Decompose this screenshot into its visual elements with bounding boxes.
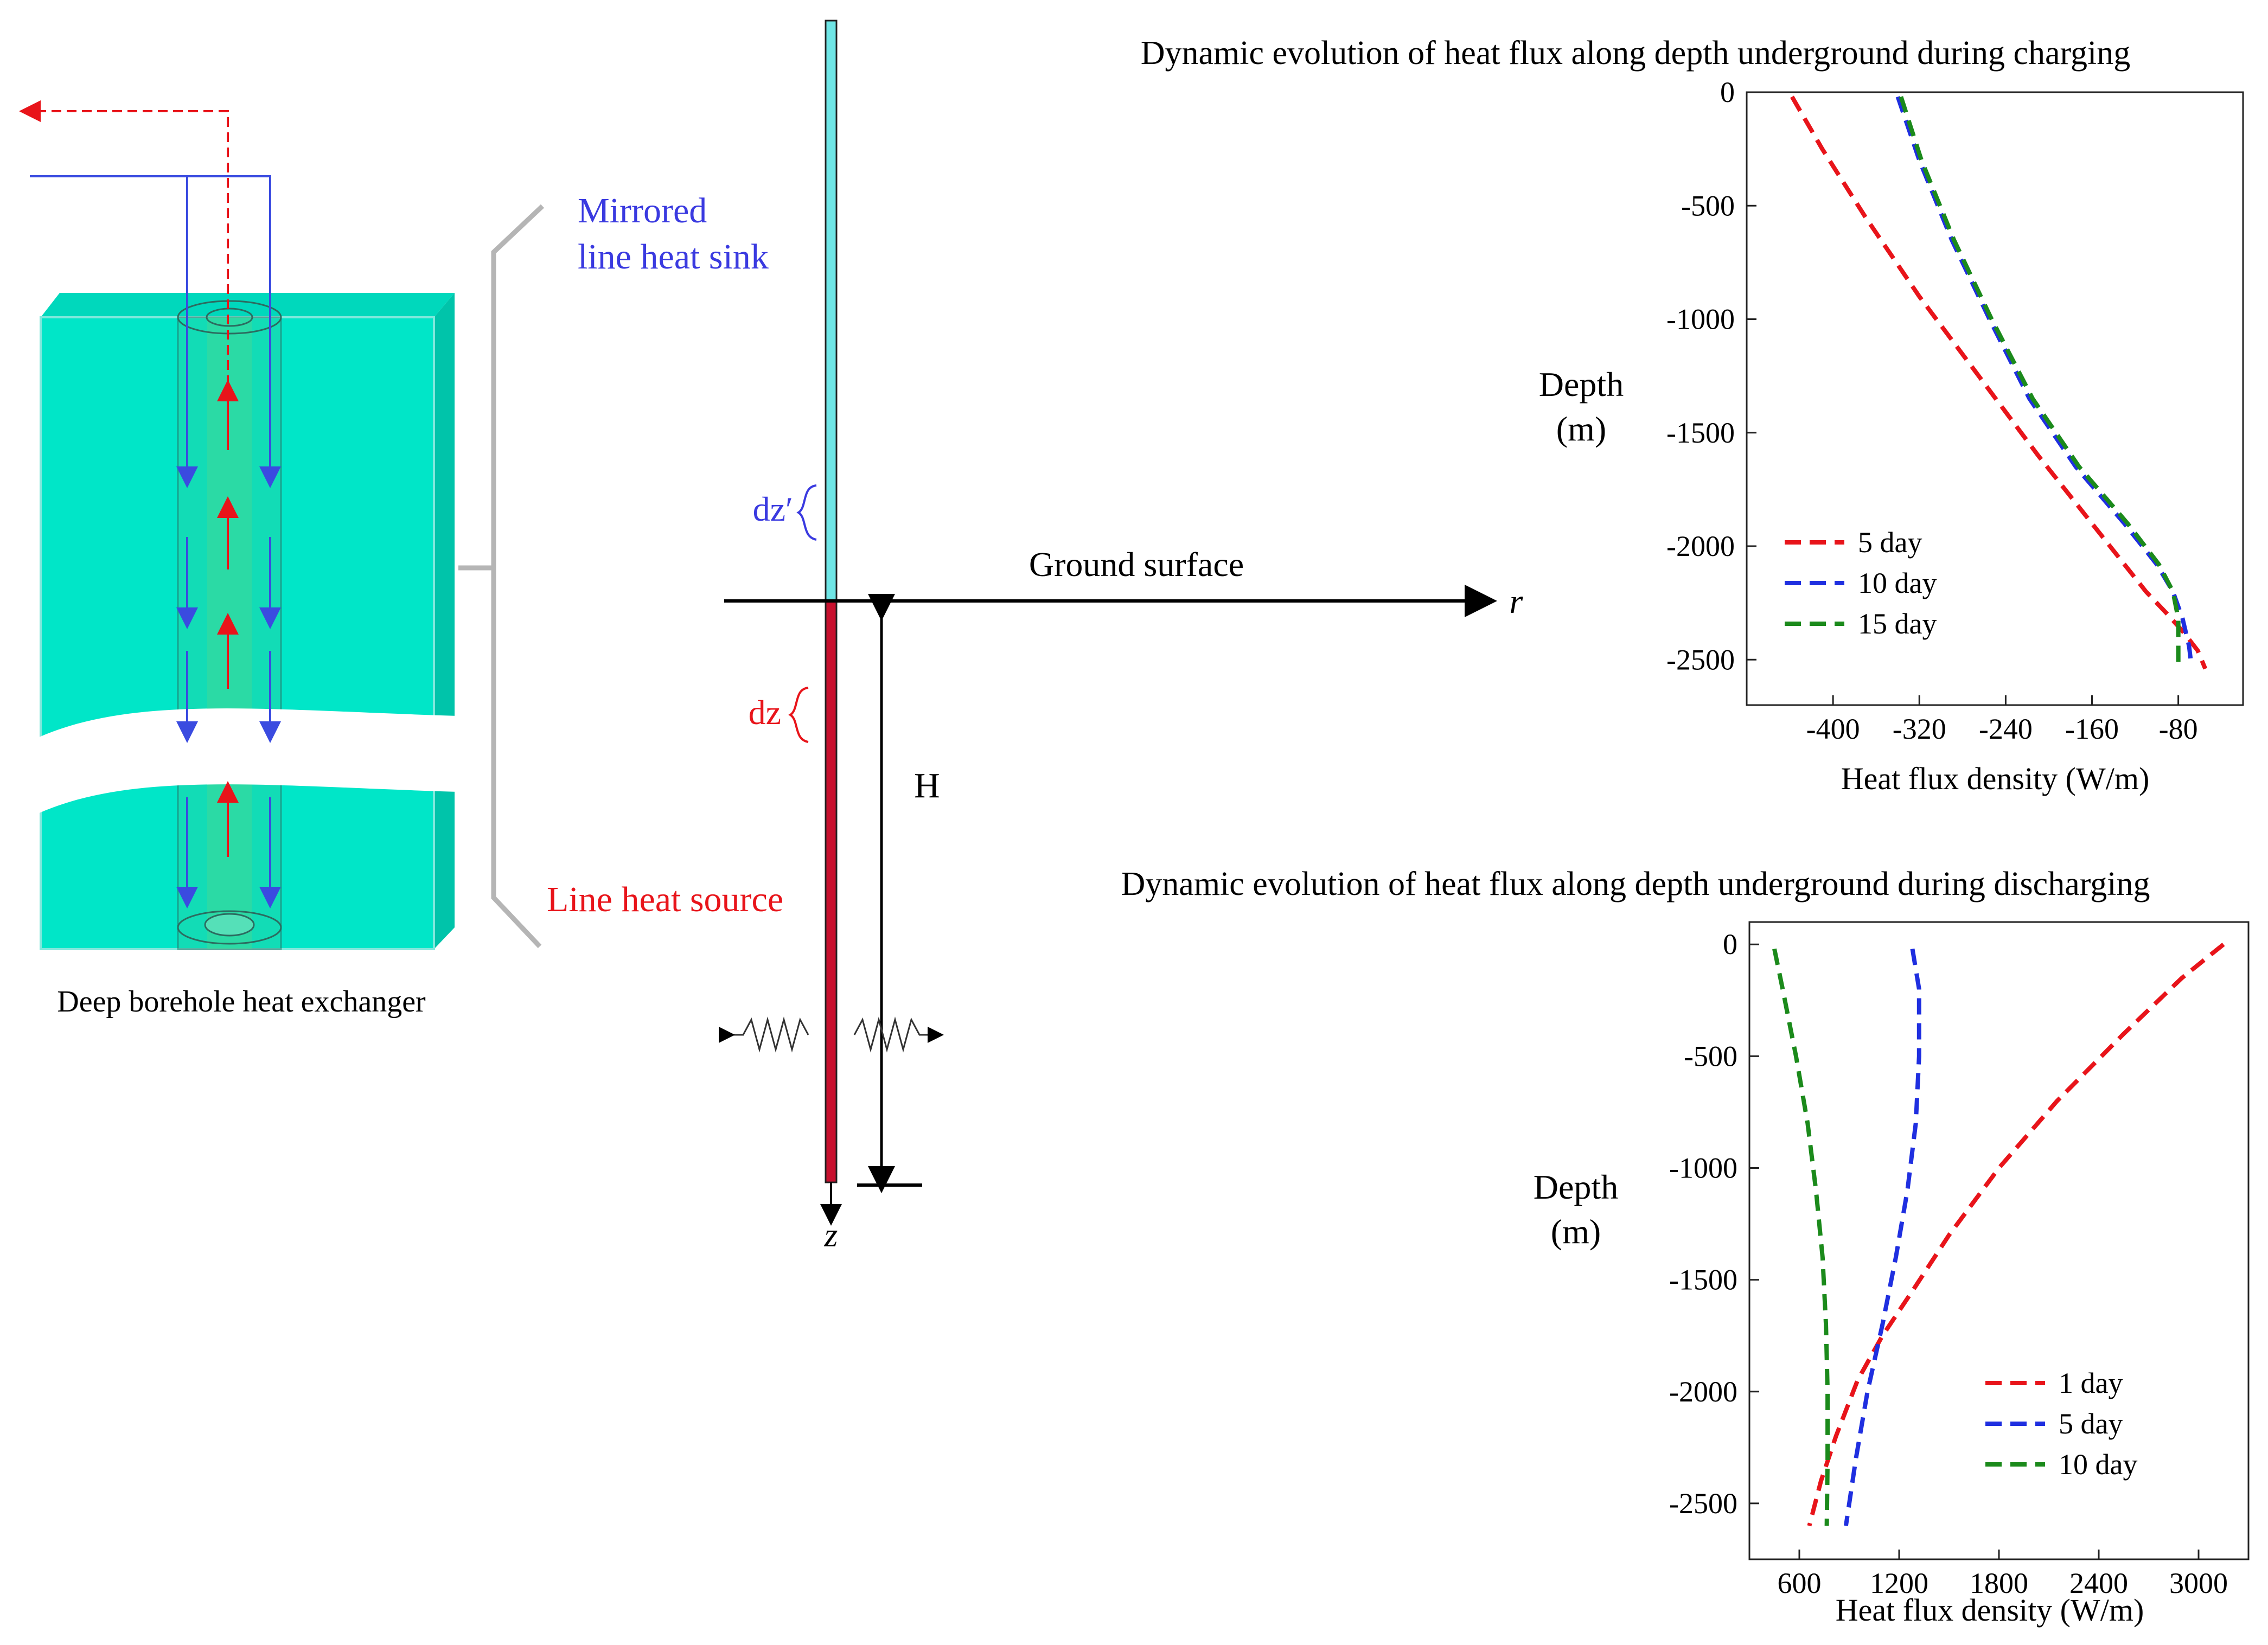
y-tick-label: -1000 (1666, 303, 1735, 336)
x-tick-label: -400 (1806, 713, 1860, 745)
y-axis-label-line2: (m) (1551, 1212, 1601, 1251)
y-tick-label: -1500 (1669, 1264, 1737, 1296)
mirror-label-line2: line heat sink (578, 237, 769, 277)
legend-label: 10 day (2059, 1448, 2137, 1481)
mirror-label-line1: Mirrored (578, 191, 707, 231)
dz-prime-brace (796, 484, 817, 541)
legend-label: 15 day (1858, 607, 1937, 640)
line-heat-source (825, 600, 838, 1183)
y-tick-label: -2000 (1666, 530, 1735, 562)
heat-exchange-right (853, 1016, 944, 1053)
x-ticks: 600 1200 1800 2400 3000 (1778, 1550, 2228, 1599)
series-line-10-day (1895, 96, 2194, 665)
x-tick-label: 600 (1778, 1567, 1822, 1599)
y-axis-label-line1: Depth (1534, 1168, 1618, 1206)
y-ticks: 0 -500 -1000 -1500 -2000 -2500 (1669, 928, 1759, 1520)
mirrored-line-sink (825, 20, 838, 602)
heat-exchange-left (719, 1016, 809, 1053)
x-tick-label: 2400 (2069, 1567, 2128, 1599)
x-tick-label: 1800 (1970, 1567, 2028, 1599)
series-line-15-day (1899, 96, 2181, 667)
y-tick-label: -2000 (1669, 1375, 1737, 1408)
y-tick-label: 0 (1720, 76, 1735, 108)
series-line-5-day (1843, 948, 1921, 1526)
x-axis-label: Heat flux density (W/m) (1836, 1592, 2144, 1628)
block-top-face (41, 293, 455, 317)
x-tick-label: -80 (2159, 713, 2198, 745)
x-tick-label: -240 (1979, 713, 2033, 745)
inner-pipe-bottom-ellipse (204, 913, 255, 937)
source-label: Line heat source (547, 880, 783, 919)
y-tick-label: -1500 (1666, 417, 1735, 449)
x-tick-label: 3000 (2169, 1567, 2228, 1599)
series-lines (1790, 95, 2208, 670)
ground-surface-label: Ground surface (1029, 545, 1244, 584)
y-tick-label: -1000 (1669, 1152, 1737, 1185)
z-axis-label: z (824, 1215, 838, 1254)
depth-break (38, 708, 458, 814)
discharging-chart: Dynamic evolution of heat flux along dep… (1121, 866, 2250, 1628)
depth-h-label: H (914, 766, 940, 805)
dz-label: dz (749, 693, 781, 732)
legend: 1 day 5 day 10 day (1985, 1367, 2137, 1481)
borehole-schematic: Deep borehole heat exchanger (19, 100, 458, 1019)
x-tick-label: 1200 (1870, 1567, 1928, 1599)
y-ticks: 0 -500 -1000 -1500 -2000 -2500 (1666, 76, 1756, 676)
series-lines (1772, 943, 2225, 1527)
x-ticks: -400 -320 -240 -160 -80 (1806, 695, 2198, 745)
dz-brace (788, 687, 809, 743)
legend-label: 1 day (2059, 1367, 2123, 1399)
borehole-caption: Deep borehole heat exchanger (57, 985, 426, 1019)
chart-title: Dynamic evolution of heat flux along dep… (1141, 35, 2131, 72)
inner-pipe (207, 317, 252, 949)
y-tick-label: 0 (1723, 928, 1737, 961)
legend-label: 10 day (1858, 567, 1937, 599)
x-axis-label: Heat flux density (W/m) (1841, 761, 2150, 796)
y-axis-label-line2: (m) (1556, 409, 1606, 448)
x-tick-label: -320 (1893, 713, 1946, 745)
line-source-model: z Ground surface r Mirrored line heat si… (547, 20, 1524, 1254)
pipe-top-ellipse (177, 300, 282, 335)
outlet-flow-arrow (19, 100, 229, 385)
x-tick-label: -160 (2065, 713, 2119, 745)
y-tick-label: -500 (1684, 1040, 1737, 1072)
chart-title: Dynamic evolution of heat flux along dep… (1121, 866, 2150, 902)
pipe-bottom-ellipse (177, 910, 282, 945)
y-axis-label-line1: Depth (1539, 365, 1624, 404)
legend-label: 5 day (1858, 526, 1922, 559)
legend: 5 day 10 day 15 day (1785, 526, 1937, 640)
y-tick-label: -500 (1681, 189, 1735, 222)
plot-frame (1746, 91, 2244, 706)
series-line-10-day (1772, 948, 1830, 1526)
series-line-1-day (1807, 943, 2225, 1527)
charging-chart: Dynamic evolution of heat flux along dep… (1141, 35, 2244, 796)
legend-label: 5 day (2059, 1407, 2123, 1440)
block-side-face (434, 293, 455, 949)
dz-prime-label: dz′ (753, 490, 793, 528)
y-tick-label: -2500 (1666, 643, 1735, 676)
series-line-5-day (1790, 95, 2208, 670)
inner-pipe-top-ellipse (206, 308, 253, 327)
r-axis-label: r (1510, 582, 1524, 620)
y-tick-label: -2500 (1669, 1487, 1737, 1520)
connector-bracket (491, 204, 545, 949)
